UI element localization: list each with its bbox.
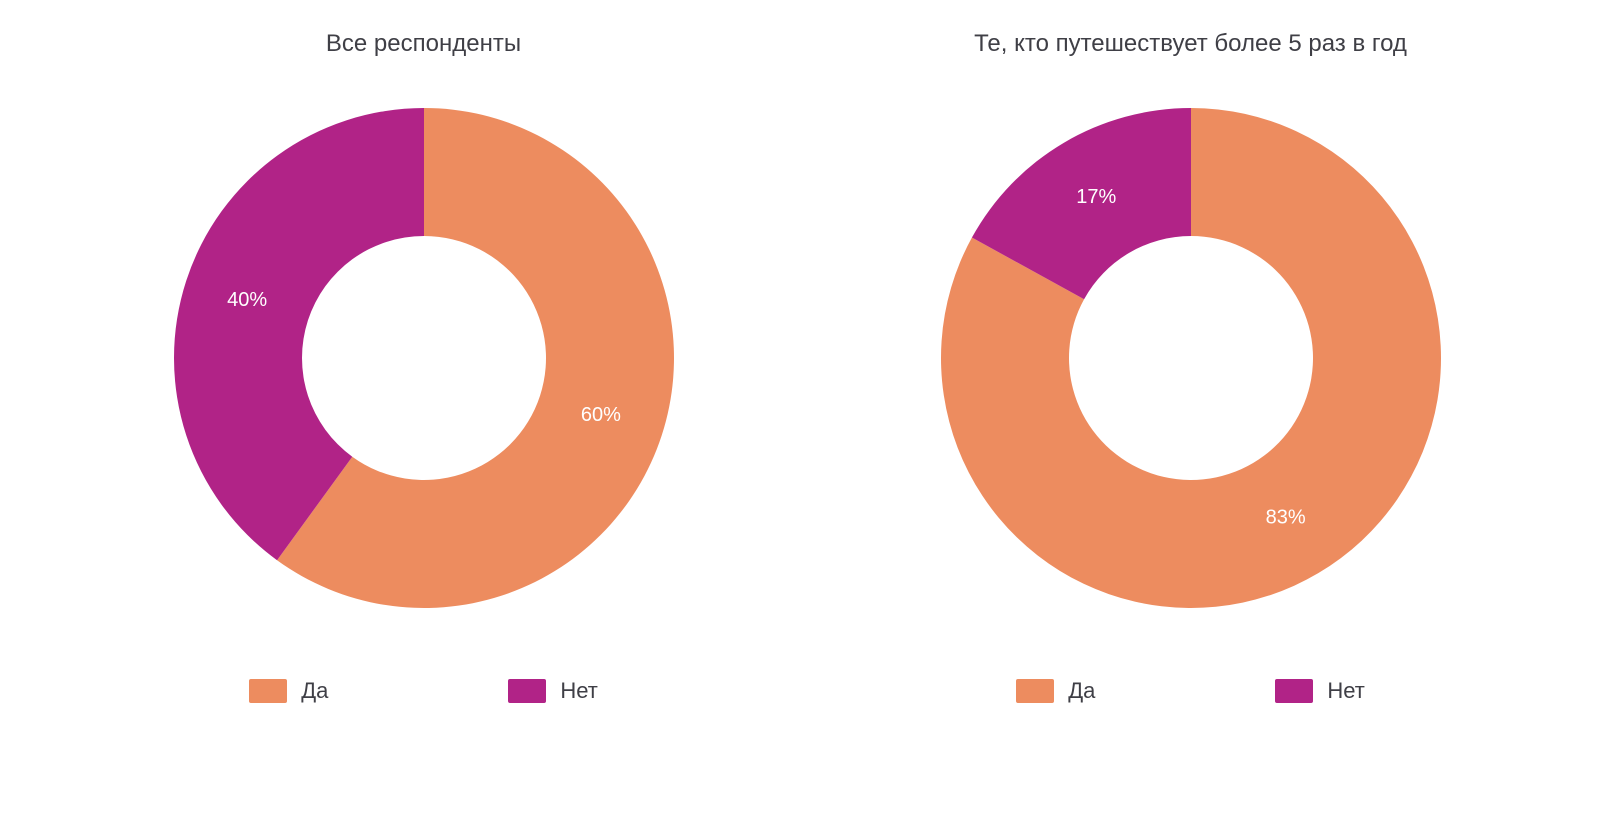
donut-chart-all: 60% 40%: [164, 98, 684, 618]
legend-label-yes: Да: [301, 678, 328, 704]
legend-item-no: Нет: [1275, 678, 1364, 704]
legend: Да Нет: [249, 678, 598, 704]
slice-label-yes: 60%: [580, 404, 620, 426]
legend-label-yes: Да: [1068, 678, 1095, 704]
charts-container: Все респонденты 60% 40% Да Нет Те, кто пу…: [0, 0, 1614, 834]
legend-swatch-no: [508, 679, 546, 703]
legend-item-yes: Да: [249, 678, 328, 704]
slice-label-yes: 83%: [1265, 506, 1305, 528]
legend-item-yes: Да: [1016, 678, 1095, 704]
slice-label-no: 40%: [227, 289, 267, 311]
panel-all-respondents: Все респонденты 60% 40% Да Нет: [100, 20, 747, 814]
legend-swatch-yes: [1016, 679, 1054, 703]
chart-title: Все респонденты: [326, 30, 521, 58]
legend-label-no: Нет: [560, 678, 597, 704]
slice-label-no: 17%: [1076, 186, 1116, 208]
donut-chart-frequent: 83% 17%: [931, 98, 1451, 618]
legend-item-no: Нет: [508, 678, 597, 704]
legend: Да Нет: [1016, 678, 1365, 704]
legend-label-no: Нет: [1327, 678, 1364, 704]
chart-title: Те, кто путешествует более 5 раз в год: [974, 30, 1407, 58]
legend-swatch-yes: [249, 679, 287, 703]
legend-swatch-no: [1275, 679, 1313, 703]
panel-frequent-travelers: Те, кто путешествует более 5 раз в год 8…: [867, 20, 1514, 814]
